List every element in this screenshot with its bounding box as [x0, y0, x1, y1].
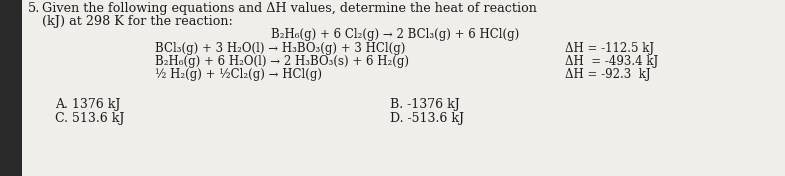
- Text: Given the following equations and ΔH values, determine the heat of reaction: Given the following equations and ΔH val…: [42, 2, 537, 15]
- Text: D. -513.6 kJ: D. -513.6 kJ: [390, 112, 464, 125]
- Text: 5.: 5.: [28, 2, 40, 15]
- Text: B₂H₆(g) + 6 Cl₂(g) → 2 BCl₃(g) + 6 HCl(g): B₂H₆(g) + 6 Cl₂(g) → 2 BCl₃(g) + 6 HCl(g…: [271, 28, 519, 41]
- Text: ΔH  = -493.4 kJ: ΔH = -493.4 kJ: [565, 55, 659, 68]
- Bar: [0, 0, 22, 176]
- Text: B. -1376 kJ: B. -1376 kJ: [390, 98, 460, 111]
- Text: B₂H₆(g) + 6 H₂O(l) → 2 H₃BO₃(s) + 6 H₂(g): B₂H₆(g) + 6 H₂O(l) → 2 H₃BO₃(s) + 6 H₂(g…: [155, 55, 409, 68]
- Text: BCl₃(g) + 3 H₂O(l) → H₃BO₃(g) + 3 HCl(g): BCl₃(g) + 3 H₂O(l) → H₃BO₃(g) + 3 HCl(g): [155, 42, 405, 55]
- Text: (kJ) at 298 K for the reaction:: (kJ) at 298 K for the reaction:: [42, 15, 233, 28]
- Text: A. 1376 kJ: A. 1376 kJ: [55, 98, 120, 111]
- Text: ΔH = -92.3  kJ: ΔH = -92.3 kJ: [565, 68, 651, 81]
- Text: ½ H₂(g) + ½Cl₂(g) → HCl(g): ½ H₂(g) + ½Cl₂(g) → HCl(g): [155, 68, 322, 81]
- Text: ΔH = -112.5 kJ: ΔH = -112.5 kJ: [565, 42, 654, 55]
- Text: C. 513.6 kJ: C. 513.6 kJ: [55, 112, 124, 125]
